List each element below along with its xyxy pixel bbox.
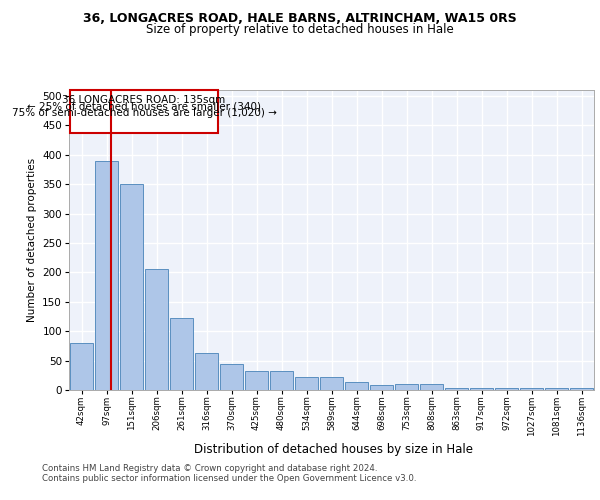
Text: Size of property relative to detached houses in Hale: Size of property relative to detached ho… [146,22,454,36]
Bar [119,184,143,390]
Y-axis label: Number of detached properties: Number of detached properties [27,158,37,322]
Bar [545,388,568,390]
Bar [520,388,544,390]
Bar [419,384,443,390]
Bar [569,388,593,390]
Bar [320,377,343,390]
Bar [269,371,293,390]
Bar [145,270,169,390]
Text: ← 25% of detached houses are smaller (340): ← 25% of detached houses are smaller (34… [27,101,261,111]
FancyBboxPatch shape [70,90,218,133]
Bar [70,343,94,390]
Bar [170,318,193,390]
Bar [395,384,418,390]
Text: 75% of semi-detached houses are larger (1,020) →: 75% of semi-detached houses are larger (… [11,108,277,118]
Text: Contains HM Land Registry data © Crown copyright and database right 2024.: Contains HM Land Registry data © Crown c… [42,464,377,473]
Bar [194,353,218,390]
Bar [470,388,493,390]
Bar [245,371,268,390]
Bar [445,388,469,390]
Text: 36 LONGACRES ROAD: 135sqm: 36 LONGACRES ROAD: 135sqm [62,94,226,104]
Bar [295,377,319,390]
Bar [220,364,244,390]
Bar [95,160,118,390]
Bar [370,386,394,390]
Text: Distribution of detached houses by size in Hale: Distribution of detached houses by size … [194,442,473,456]
Bar [494,388,518,390]
Text: Contains public sector information licensed under the Open Government Licence v3: Contains public sector information licen… [42,474,416,483]
Bar [344,382,368,390]
Text: 36, LONGACRES ROAD, HALE BARNS, ALTRINCHAM, WA15 0RS: 36, LONGACRES ROAD, HALE BARNS, ALTRINCH… [83,12,517,26]
